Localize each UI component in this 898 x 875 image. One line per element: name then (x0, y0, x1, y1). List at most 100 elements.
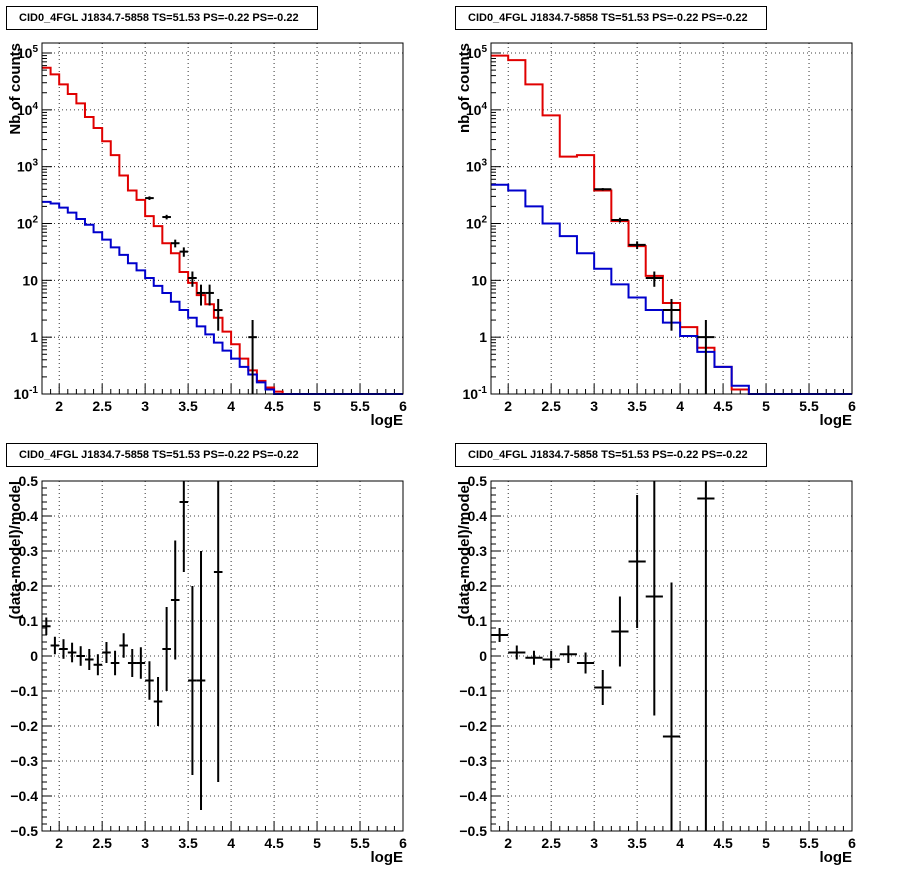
y-tick-label: 0 (30, 648, 38, 664)
y-tick-label: 0.5 (19, 473, 39, 489)
x-tick-label: 3.5 (627, 835, 647, 851)
series-errorbars (594, 188, 715, 394)
y-axis-title: Nb of counts (7, 43, 24, 135)
x-tick-label: 5 (313, 835, 321, 851)
x-tick-label: 6 (399, 835, 407, 851)
x-tick-label: 5.5 (799, 398, 819, 414)
y-tick-label: 0.2 (468, 578, 488, 594)
x-tick-label: 3.5 (627, 398, 647, 414)
x-tick-label: 2.5 (541, 398, 561, 414)
x-tick-label: 2 (504, 398, 512, 414)
x-tick-label: 4 (227, 398, 235, 414)
y-tick-label: −0.2 (459, 718, 487, 734)
panel-top-left: 2 2.5 3 3.5 4 4.5 5 5.5 6 10-1 1 10 102 103 104 105 logE… (7, 42, 407, 429)
series-step-1 (42, 200, 403, 395)
x-tick-label: 4.5 (713, 398, 733, 414)
x-axis-title: logE (371, 412, 404, 429)
y-tick-label: −0.4 (459, 788, 487, 804)
x-tick-label: 4 (227, 835, 235, 851)
panel-title-bottom-right: CID0_4FGL J1834.7-5858 TS=51.53 PS=-0.22… (455, 443, 767, 467)
x-tick-label: 6 (399, 398, 407, 414)
x-tick-label: 3.5 (178, 398, 198, 414)
y-tick-label: −0.2 (10, 718, 38, 734)
y-tick-label: 10 (471, 272, 487, 288)
panel-title-top-left: CID0_4FGL J1834.7-5858 TS=51.53 PS=-0.22… (6, 6, 318, 30)
y-tick-label: 0.4 (19, 508, 39, 524)
y-tick-label: 10-1 (14, 385, 39, 402)
x-tick-label: 4.5 (264, 835, 284, 851)
y-tick-label: 105 (17, 44, 39, 61)
y-tick-label: 0.1 (19, 613, 39, 629)
y-tick-label: −0.5 (10, 823, 38, 839)
panel-top-right: 2 2.5 3 3.5 4 4.5 5 5.5 6 10-1 1 10 102 103 104 105 logE… (456, 42, 856, 429)
x-tick-label: 6 (848, 398, 856, 414)
x-tick-label: 2 (504, 835, 512, 851)
panel-title-bottom-left: CID0_4FGL J1834.7-5858 TS=51.53 PS=-0.22… (6, 443, 318, 467)
y-tick-label: −0.3 (10, 753, 38, 769)
y-axis-title: (data-model)/model (7, 481, 24, 619)
x-tick-label: 5 (762, 398, 770, 414)
series-step-1 (491, 183, 852, 395)
y-tick-label: 105 (466, 44, 488, 61)
x-tick-label: 2.5 (541, 835, 561, 851)
y-tick-label: −0.5 (459, 823, 487, 839)
panel-title-top-right: CID0_4FGL J1834.7-5858 TS=51.53 PS=-0.22… (455, 6, 767, 30)
x-tick-label: 4.5 (264, 398, 284, 414)
y-tick-label: 0 (479, 648, 487, 664)
y-tick-label: 103 (17, 158, 39, 175)
y-tick-label: 0.3 (468, 543, 488, 559)
y-tick-label: 1 (479, 329, 487, 345)
y-tick-label: −0.4 (10, 788, 38, 804)
x-tick-label: 3.5 (178, 835, 198, 851)
x-tick-label: 3 (141, 835, 149, 851)
y-tick-label: 102 (466, 215, 488, 232)
grid (491, 43, 853, 395)
x-tick-label: 4.5 (713, 835, 733, 851)
grid (42, 480, 404, 832)
series-errorbars (491, 481, 715, 831)
x-tick-label: 5 (313, 398, 321, 414)
x-tick-label: 2.5 (92, 398, 112, 414)
panel-bottom-right: 2 2.5 3 3.5 4 4.5 5 5.5 6 −0.5 −0.4 −0.3 −0.2 −0.1 0 0.… (456, 473, 856, 866)
series-errorbars (145, 196, 257, 394)
y-tick-label: 103 (466, 158, 488, 175)
x-axis-title: logE (820, 849, 853, 866)
x-tick-label: 3 (590, 398, 598, 414)
grid (42, 43, 404, 395)
y-axis-title: nb of counts (456, 43, 473, 133)
y-tick-label: 104 (17, 101, 39, 118)
y-tick-label: −0.1 (10, 683, 38, 699)
x-tick-label: 5 (762, 835, 770, 851)
y-tick-label: 1 (30, 329, 38, 345)
x-tick-label: 3 (141, 398, 149, 414)
y-tick-label: 0.5 (468, 473, 488, 489)
y-tick-label: 102 (17, 215, 39, 232)
plot-frame (41, 42, 404, 395)
x-tick-label: 2 (55, 398, 63, 414)
x-tick-label: 2 (55, 835, 63, 851)
y-tick-label: 10-1 (463, 385, 488, 402)
y-tick-label: 0.2 (19, 578, 39, 594)
y-tick-label: 104 (466, 101, 488, 118)
x-axis-title: logE (820, 412, 853, 429)
x-tick-label: 3 (590, 835, 598, 851)
plot-frame (490, 480, 853, 832)
plot-frame (41, 480, 404, 832)
x-tick-label: 6 (848, 835, 856, 851)
y-tick-label: 10 (22, 272, 38, 288)
axis-ticks (490, 480, 853, 832)
series-errorbars (42, 481, 223, 810)
x-tick-label: 5.5 (350, 835, 370, 851)
x-tick-label: 4 (676, 398, 684, 414)
y-tick-label: 0.4 (468, 508, 488, 524)
x-tick-label: 5.5 (799, 835, 819, 851)
y-tick-label: −0.1 (459, 683, 487, 699)
series-step-0 (491, 54, 852, 395)
x-tick-label: 5.5 (350, 398, 370, 414)
plot-frame (490, 42, 853, 395)
panel-bottom-left: 2 2.5 3 3.5 4 4.5 5 5.5 6 −0.5 −0.4 −0.3 −0.2 −0.1 0 0.… (7, 473, 407, 866)
x-tick-label: 4 (676, 835, 684, 851)
y-tick-label: 0.3 (19, 543, 39, 559)
x-axis-title: logE (371, 849, 404, 866)
